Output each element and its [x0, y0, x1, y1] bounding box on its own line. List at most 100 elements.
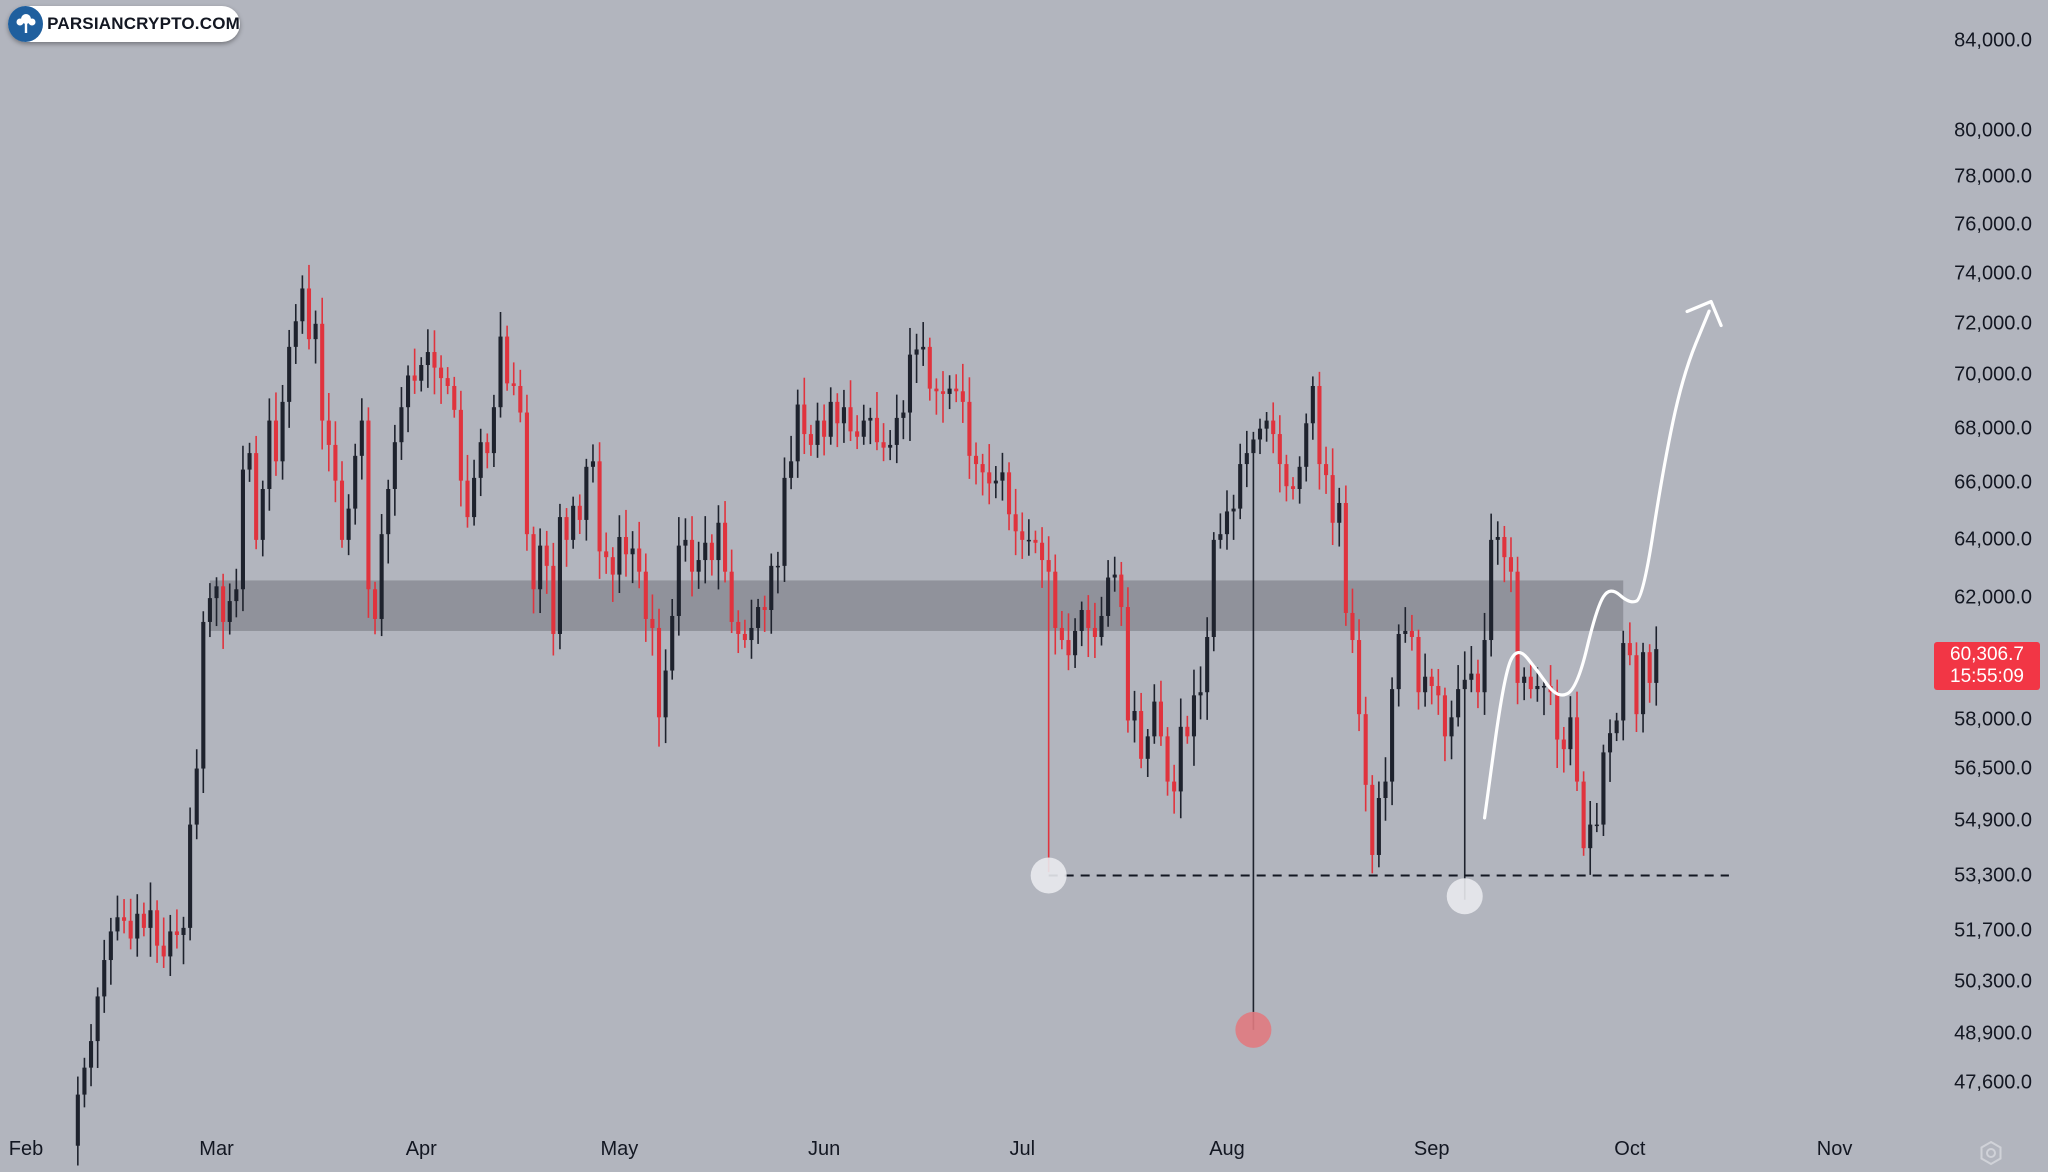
candle [1614, 712, 1619, 742]
candle [914, 333, 919, 384]
candle-body [716, 522, 721, 561]
candle [1231, 494, 1236, 540]
candle-body [1588, 824, 1593, 849]
price-tick-label: 56,500.0 [1954, 757, 2032, 780]
candle-body [650, 618, 655, 628]
candle [769, 553, 774, 634]
candle-body [1112, 574, 1117, 578]
candle [1561, 726, 1566, 773]
candle-body [1647, 652, 1652, 683]
candle [1489, 513, 1494, 657]
candle [756, 598, 761, 644]
candle [1066, 613, 1071, 671]
candle-body [1607, 733, 1613, 753]
candle [108, 917, 113, 985]
candle [339, 461, 345, 548]
candle-body [1000, 472, 1005, 481]
candle-body [1139, 711, 1144, 759]
candle [1165, 727, 1170, 796]
candle-body [868, 417, 873, 421]
candle [736, 610, 741, 654]
candle-body [458, 409, 463, 481]
candle-body [822, 420, 827, 437]
candle-body [227, 601, 232, 622]
gear-icon[interactable] [1978, 1140, 2004, 1166]
candle-body [914, 349, 919, 355]
candle-body [161, 945, 166, 957]
candle [511, 362, 516, 396]
candle [472, 459, 477, 526]
candle-body [689, 539, 695, 572]
candle [1185, 715, 1190, 744]
candle-body [221, 586, 226, 622]
candle-body [1343, 502, 1348, 613]
candle-body [1304, 423, 1309, 467]
price-tick-label: 50,300.0 [1954, 970, 2032, 993]
candle-body [1581, 781, 1586, 849]
candle-body [1158, 701, 1163, 737]
candle [432, 330, 437, 395]
candle-body [174, 931, 179, 935]
candle-body [670, 615, 675, 671]
candle-body [320, 323, 325, 421]
candle-body [1145, 736, 1150, 759]
candle [1429, 668, 1434, 705]
candle [855, 415, 860, 450]
candle-body [1251, 439, 1256, 454]
candle-body [828, 401, 833, 437]
candle-body [353, 455, 358, 509]
candle-body [399, 407, 404, 443]
candle [148, 882, 153, 957]
candle-body [848, 407, 853, 432]
candle-body [240, 469, 245, 590]
candle-body [445, 378, 450, 386]
candle-body [1456, 689, 1461, 718]
candle-body [465, 480, 470, 518]
candle-body [412, 375, 417, 381]
candle [683, 518, 688, 562]
candle [1152, 684, 1157, 744]
candle-body [1033, 539, 1038, 543]
candle [1310, 376, 1315, 440]
candle [1119, 561, 1124, 626]
candle-body [1185, 726, 1190, 737]
candle [1218, 513, 1223, 549]
logo[interactable]: PARSIANCRYPTO.COM [8, 6, 240, 42]
candle [703, 516, 708, 584]
candle-body [1535, 686, 1540, 690]
candle [564, 508, 569, 567]
resistance-zone [209, 580, 1624, 631]
candle-body [1515, 571, 1520, 683]
month-tick-label: Apr [405, 1138, 437, 1160]
candle-body [564, 517, 569, 540]
candle-body [802, 404, 807, 435]
candle [881, 423, 886, 462]
candle-body [610, 557, 615, 575]
candle [795, 389, 800, 478]
candle-body [1449, 717, 1454, 737]
candle-body [1409, 630, 1414, 637]
candle-body [597, 461, 602, 552]
month-tick-label: May [600, 1138, 639, 1160]
candle-body [379, 534, 384, 619]
low-marker [1446, 878, 1483, 915]
candle-body [339, 480, 345, 540]
candle-body [1006, 472, 1012, 515]
candle [1257, 418, 1263, 455]
candle [597, 442, 602, 579]
candle [273, 392, 279, 476]
price-tick-label: 47,600.0 [1954, 1071, 2032, 1094]
candle-body [1429, 676, 1434, 687]
candle [498, 312, 503, 418]
candle-body [630, 548, 635, 555]
candle [1581, 771, 1586, 856]
candle [848, 380, 853, 442]
candle [102, 939, 107, 1013]
candle-body [491, 407, 496, 454]
candle [782, 457, 787, 582]
candle [584, 458, 589, 541]
candle-body [1357, 640, 1362, 715]
candle-body [973, 455, 979, 465]
candle [1317, 371, 1322, 490]
